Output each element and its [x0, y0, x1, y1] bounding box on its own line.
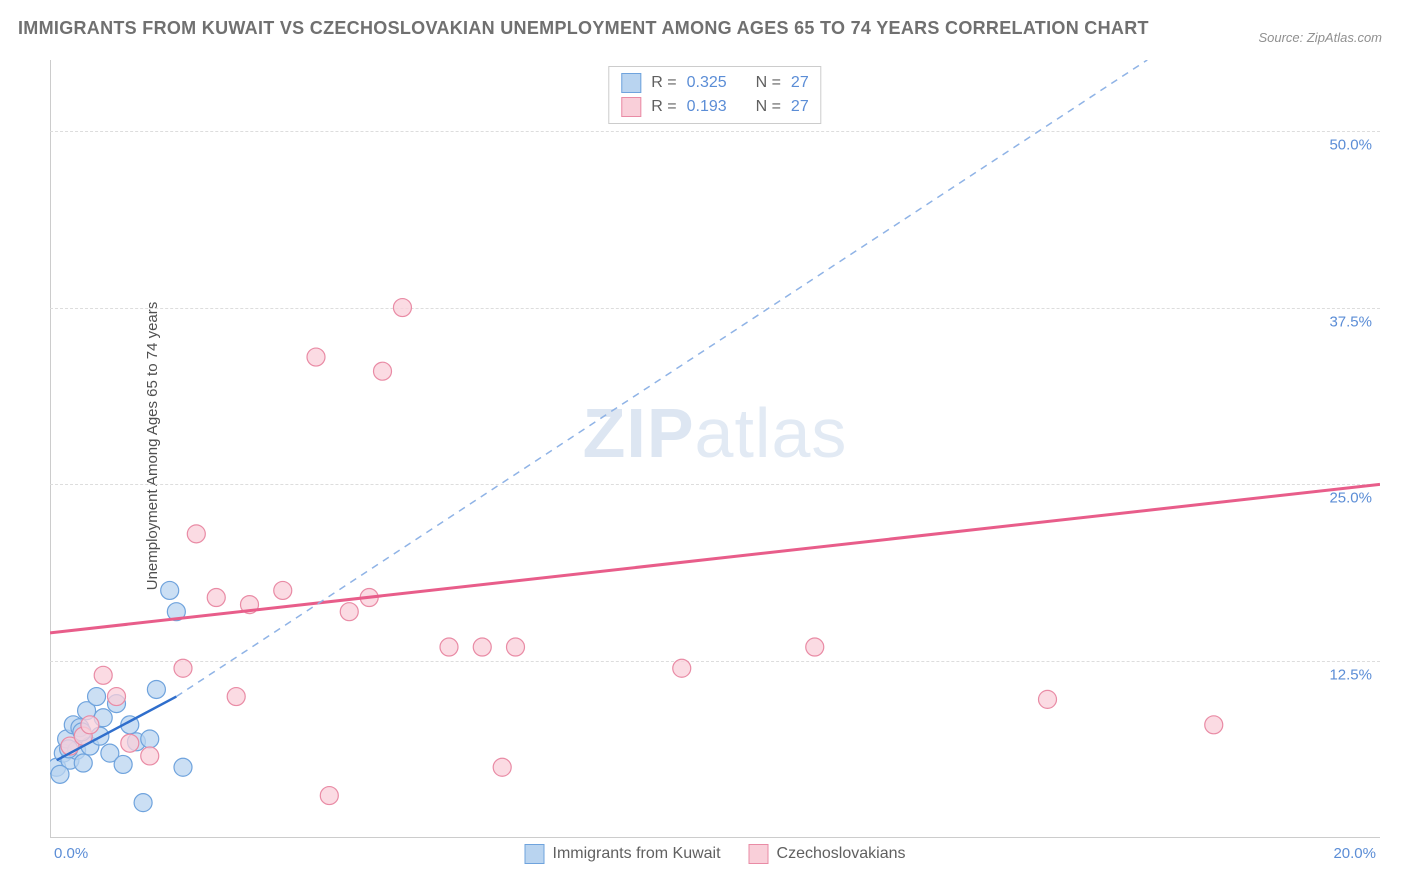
- source-label: Source: ZipAtlas.com: [1258, 30, 1382, 45]
- r-label: R =: [651, 95, 676, 119]
- r-value-czech: 0.193: [687, 95, 727, 119]
- n-label: N =: [756, 71, 781, 95]
- scatter-svg: [50, 60, 1380, 838]
- legend-label-kuwait: Immigrants from Kuwait: [553, 845, 721, 863]
- y-tick-label: 12.5%: [1329, 667, 1372, 684]
- r-label: R =: [651, 71, 676, 95]
- series-legend: Immigrants from Kuwait Czechoslovakians: [525, 844, 906, 864]
- legend-row-kuwait: R = 0.325 N = 27: [621, 71, 808, 95]
- r-value-kuwait: 0.325: [687, 71, 727, 95]
- x-tick-max: 20.0%: [1333, 845, 1376, 862]
- chart-title: IMMIGRANTS FROM KUWAIT VS CZECHOSLOVAKIA…: [18, 18, 1149, 39]
- swatch-czech-icon: [749, 844, 769, 864]
- y-tick-label: 50.0%: [1329, 136, 1372, 153]
- legend-item-kuwait: Immigrants from Kuwait: [525, 844, 721, 864]
- y-tick-label: 37.5%: [1329, 313, 1372, 330]
- n-label: N =: [756, 95, 781, 119]
- swatch-czech: [621, 97, 641, 117]
- chart-container: IMMIGRANTS FROM KUWAIT VS CZECHOSLOVAKIA…: [0, 0, 1406, 892]
- x-tick-min: 0.0%: [54, 845, 88, 862]
- y-tick-label: 25.0%: [1329, 490, 1372, 507]
- correlation-legend: R = 0.325 N = 27 R = 0.193 N = 27: [608, 66, 821, 124]
- n-value-kuwait: 27: [791, 71, 809, 95]
- legend-label-czech: Czechoslovakians: [777, 845, 906, 863]
- swatch-kuwait-icon: [525, 844, 545, 864]
- n-value-czech: 27: [791, 95, 809, 119]
- legend-item-czech: Czechoslovakians: [749, 844, 906, 864]
- legend-row-czech: R = 0.193 N = 27: [621, 95, 808, 119]
- plot-area: ZIPatlas R = 0.325 N = 27 R = 0.193 N = …: [50, 60, 1380, 838]
- swatch-kuwait: [621, 73, 641, 93]
